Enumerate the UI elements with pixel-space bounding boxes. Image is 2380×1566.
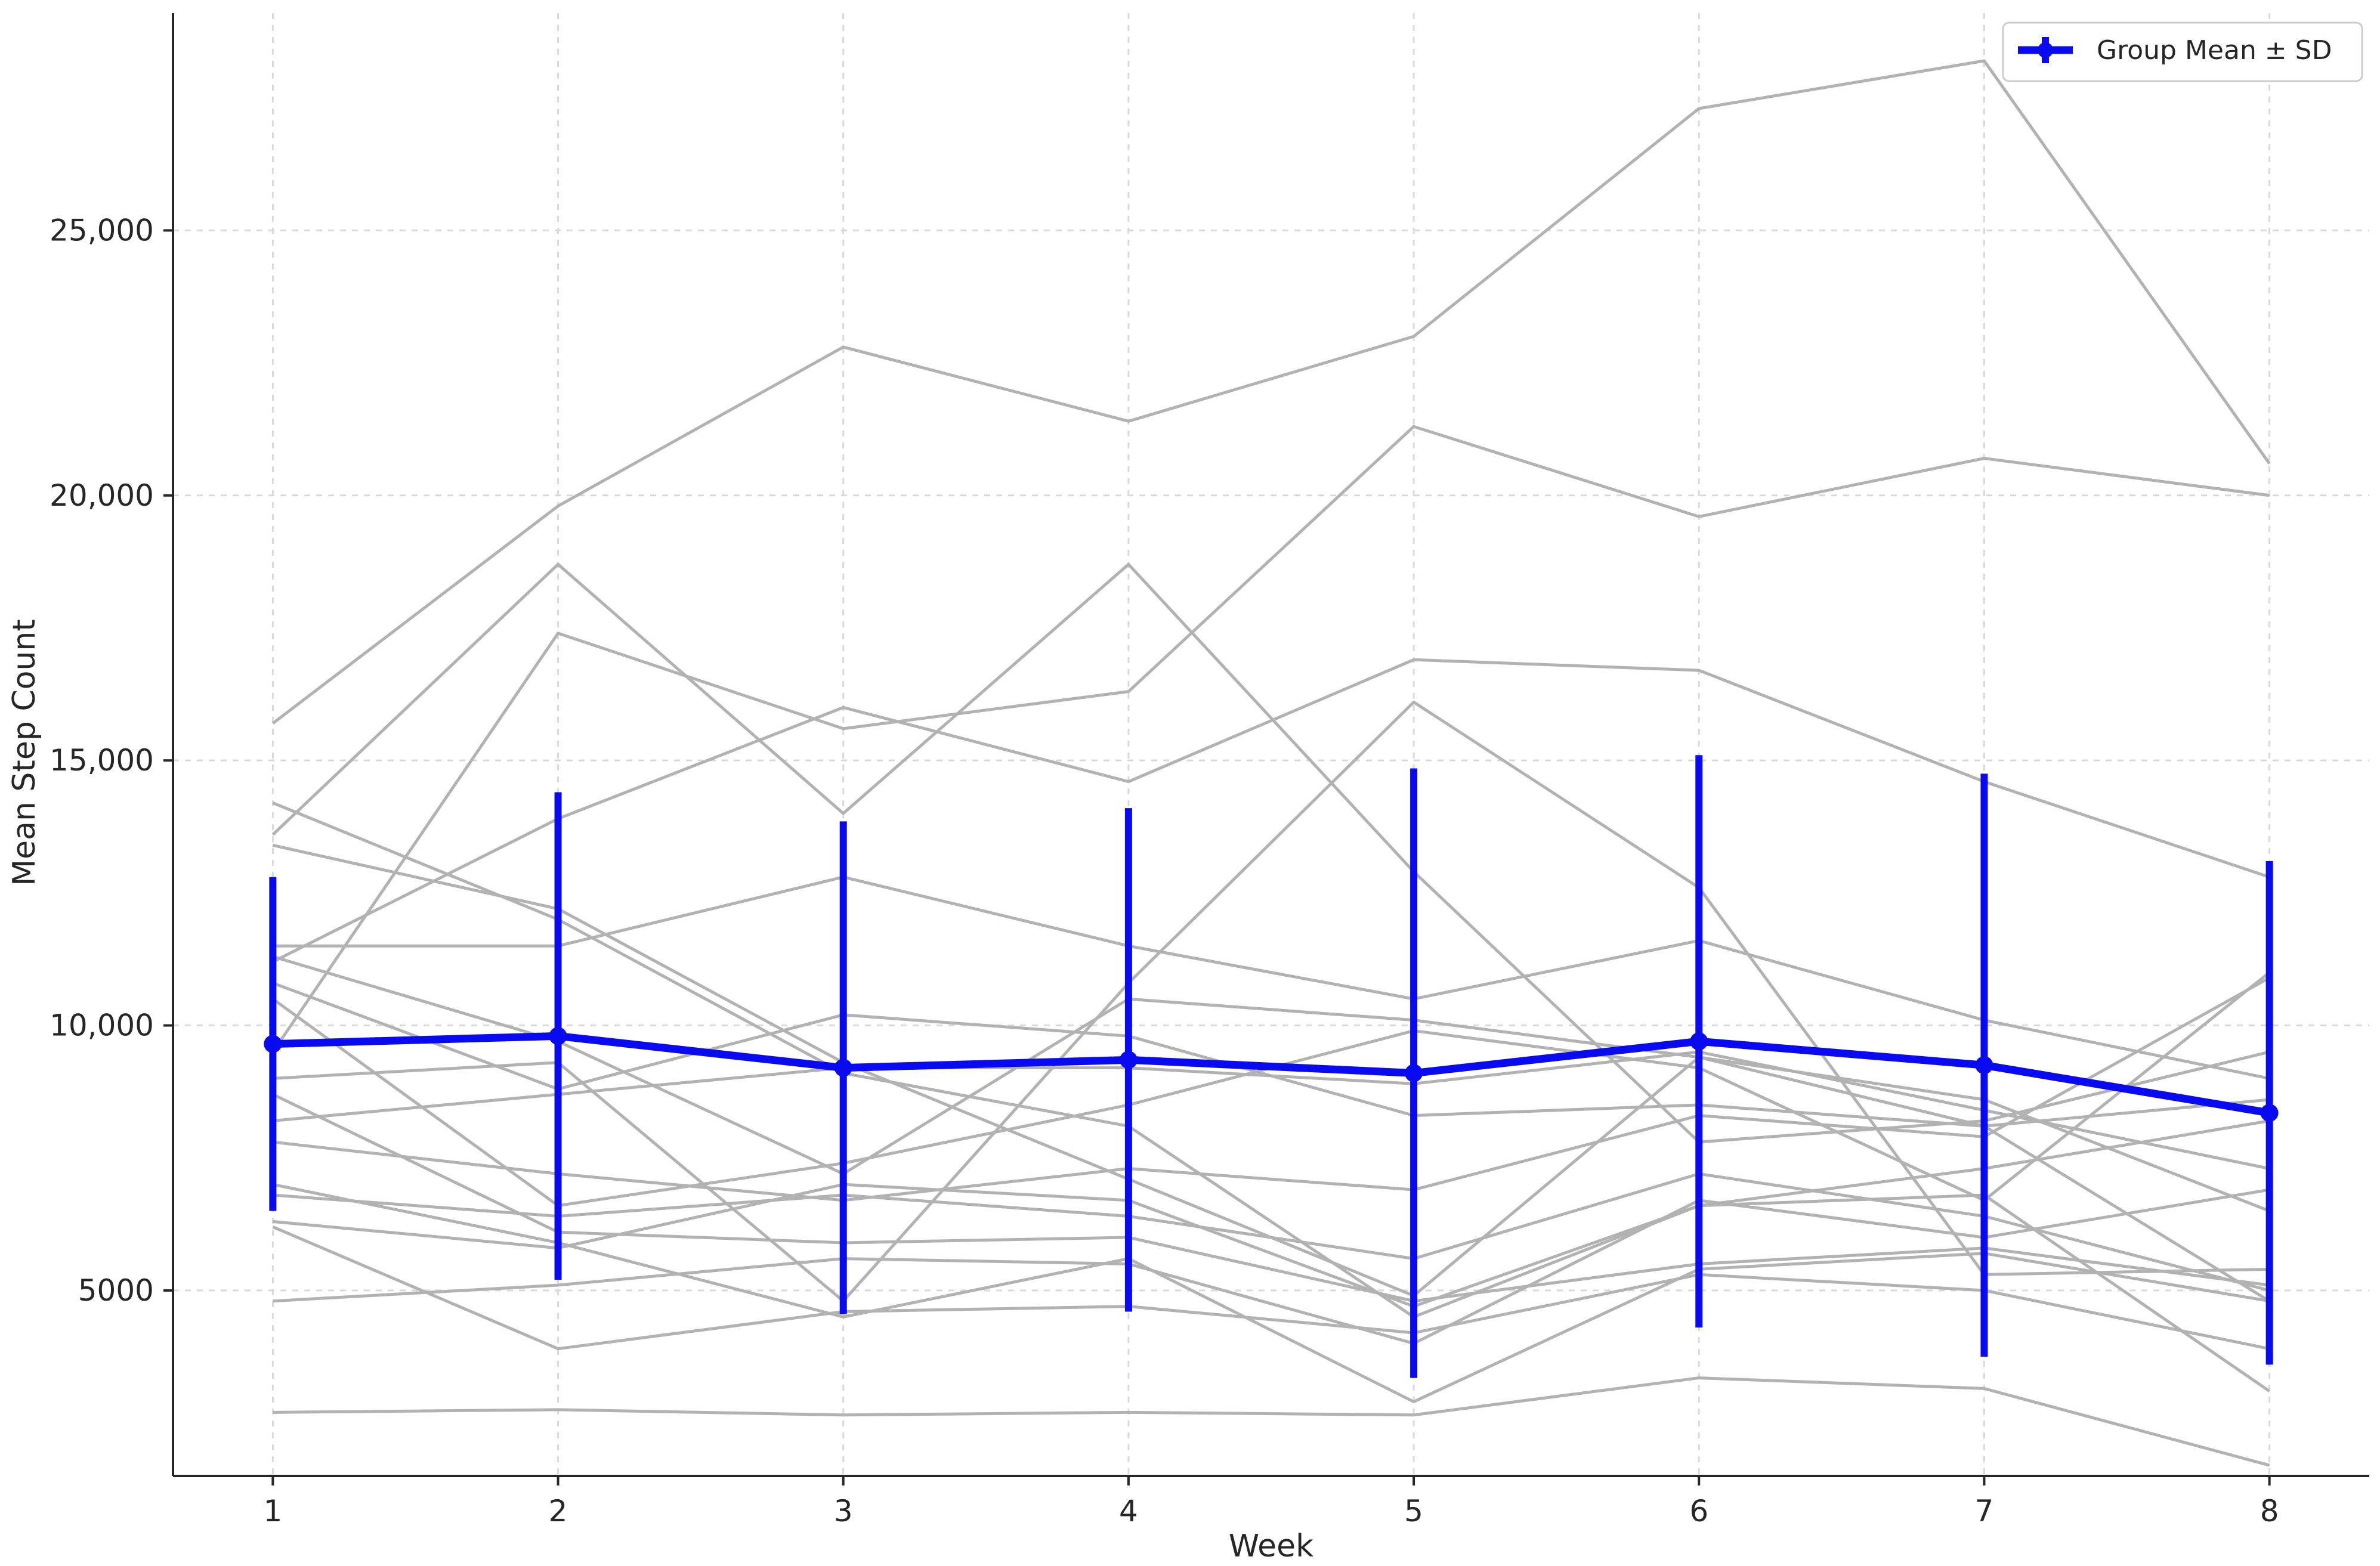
mean-marker: [264, 1035, 282, 1053]
subject-line: [272, 1183, 2270, 1404]
subject-line: [273, 976, 2270, 1202]
mean-line: [273, 1032, 2270, 1117]
subject-line: [273, 1376, 2270, 1467]
x-tick-label: 1: [263, 1494, 282, 1528]
x-axis-label: Week: [1229, 1528, 1313, 1564]
mean-marker: [834, 1059, 852, 1077]
subject-line: [272, 658, 2270, 964]
legend: Group Mean ± SD: [2002, 21, 2363, 82]
subject-line: [272, 1093, 2270, 1303]
grid-lines: [173, 13, 2369, 1476]
subject-line: [273, 1050, 2270, 1170]
mean-marker: [1405, 1064, 1423, 1082]
mean-marker: [1119, 1051, 1138, 1069]
mean-marker: [1975, 1056, 1993, 1075]
subject-line: [271, 425, 2270, 1053]
x-tick-label: 4: [1119, 1494, 1138, 1528]
subject-line: [272, 801, 2271, 1392]
subject-line: [272, 955, 2270, 1212]
y-tick-label: 15,000: [50, 743, 154, 778]
mean-series: [264, 1027, 2279, 1122]
subject-line: [272, 982, 2270, 1128]
mean-marker: [549, 1027, 567, 1045]
x-tick-label: 8: [2260, 1494, 2279, 1528]
y-axis-label: Mean Step Count: [7, 619, 42, 886]
x-tick-label: 6: [1689, 1494, 1708, 1528]
x-tick-label: 2: [549, 1494, 568, 1528]
subject-line: [273, 1188, 2270, 1345]
subject-line: [273, 1172, 2270, 1292]
y-tick-label: 20,000: [50, 478, 154, 513]
subject-line: [272, 1225, 2270, 1351]
subject-line: [273, 1119, 2270, 1308]
subject-line: [271, 59, 2271, 725]
x-tick-label: 7: [1975, 1494, 1994, 1528]
axes: [163, 13, 2369, 1485]
mean-marker: [1690, 1032, 1708, 1051]
subject-line: [273, 700, 2270, 1303]
subject-line: [271, 562, 2270, 1144]
y-tick-label: 10,000: [50, 1008, 154, 1043]
legend-box: [2002, 21, 2363, 82]
tick-labels: 1 2 3 4 5 6 7 8 5000 10,000 15,000 20,000 25,000: [50, 213, 2279, 1528]
legend-marker: [2038, 42, 2053, 58]
subject-lines: [271, 59, 2271, 1467]
x-tick-label: 5: [1404, 1494, 1423, 1528]
subject-line: [273, 875, 2270, 1080]
mean-marker: [2260, 1104, 2279, 1122]
y-tick-label: 25,000: [50, 213, 154, 247]
x-tick-label: 3: [834, 1494, 853, 1528]
legend-label: Group Mean ± SD: [2097, 35, 2332, 66]
y-tick-label: 5000: [78, 1273, 154, 1308]
